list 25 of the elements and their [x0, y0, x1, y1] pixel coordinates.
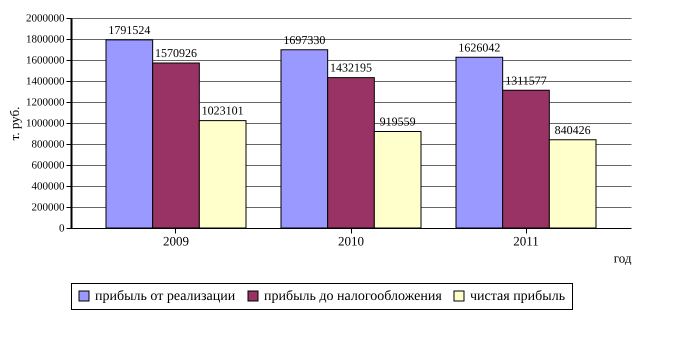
data-label: 1023101 — [202, 104, 244, 118]
y-tick-label: 800000 — [32, 138, 65, 150]
x-tick-label: 2009 — [163, 234, 189, 248]
y-axis-title: т. руб. — [7, 106, 22, 140]
x-tick-label: 2010 — [338, 234, 364, 248]
legend-label: чистая прибыль — [470, 289, 566, 304]
data-label: 1432195 — [330, 60, 372, 75]
data-label: 1570926 — [155, 46, 197, 60]
data-label: 1791524 — [108, 22, 150, 37]
y-tick-label: 1400000 — [26, 76, 65, 88]
y-tick-label: 200000 — [32, 202, 65, 214]
y-tick-label: 400000 — [32, 180, 65, 192]
y-tick-label: 2000000 — [26, 12, 65, 24]
data-label: 1626042 — [458, 40, 500, 54]
data-label: 840426 — [554, 122, 591, 137]
legend-label: прибыль от реализации — [95, 289, 236, 304]
y-tick-label: 600000 — [32, 160, 65, 172]
y-tick-label: 1200000 — [26, 96, 65, 108]
y-tick-label: 1800000 — [26, 34, 65, 46]
x-axis-title: год — [614, 250, 632, 266]
x-tick-label: 2011 — [513, 234, 539, 248]
y-tick-label: 1000000 — [26, 118, 65, 130]
y-tick-label: 1600000 — [26, 54, 65, 66]
legend-label: прибыль до налогообложения — [264, 289, 442, 304]
y-tick-label: 0 — [59, 222, 65, 234]
